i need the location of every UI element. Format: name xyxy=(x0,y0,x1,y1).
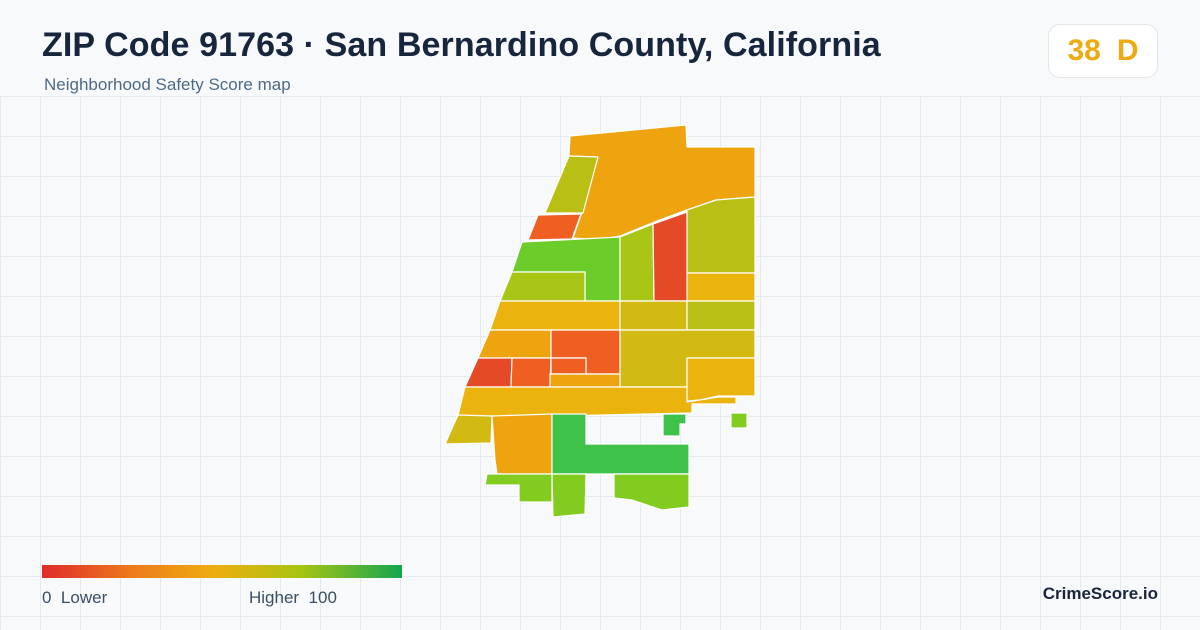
map-region[interactable] xyxy=(652,211,689,302)
legend-low-label: Lower xyxy=(60,588,108,607)
map-region[interactable] xyxy=(686,196,756,274)
map-region[interactable] xyxy=(477,329,552,359)
map-region[interactable] xyxy=(662,413,687,437)
map-region[interactable] xyxy=(619,300,688,331)
score-grade: D xyxy=(1116,34,1139,67)
map-region[interactable] xyxy=(730,412,748,429)
map-region[interactable] xyxy=(499,271,586,302)
map-region[interactable] xyxy=(549,373,621,388)
map-region[interactable] xyxy=(686,357,756,402)
legend-low: 0 Lower xyxy=(42,588,107,608)
map-region[interactable] xyxy=(489,300,621,331)
legend-gradient-bar xyxy=(42,565,402,578)
map-region[interactable] xyxy=(444,414,493,445)
map-region[interactable] xyxy=(491,413,553,475)
map-region[interactable] xyxy=(619,223,655,302)
map-region[interactable] xyxy=(686,300,756,331)
map-region[interactable] xyxy=(527,213,582,241)
map-region[interactable] xyxy=(484,473,553,503)
map-region[interactable] xyxy=(464,357,513,388)
brand-logo-text[interactable]: CrimeScore.io xyxy=(1042,584,1158,603)
map-region[interactable] xyxy=(686,272,756,302)
page-title: ZIP Code 91763 · San Bernardino County, … xyxy=(42,26,881,64)
legend-high-label: Higher xyxy=(249,588,300,607)
map-region[interactable] xyxy=(544,155,599,214)
map-region[interactable] xyxy=(613,473,690,511)
map-region[interactable] xyxy=(551,473,587,518)
page-subtitle: Neighborhood Safety Score map xyxy=(44,75,291,94)
legend-low-value: 0 xyxy=(42,588,52,607)
score-value: 38 xyxy=(1067,34,1101,67)
legend-high: Higher 100 xyxy=(249,588,337,608)
map-region[interactable] xyxy=(510,357,552,388)
legend-high-value: 100 xyxy=(308,588,337,607)
safety-score-badge: 38 D xyxy=(1048,24,1158,78)
map-region[interactable] xyxy=(550,357,587,375)
